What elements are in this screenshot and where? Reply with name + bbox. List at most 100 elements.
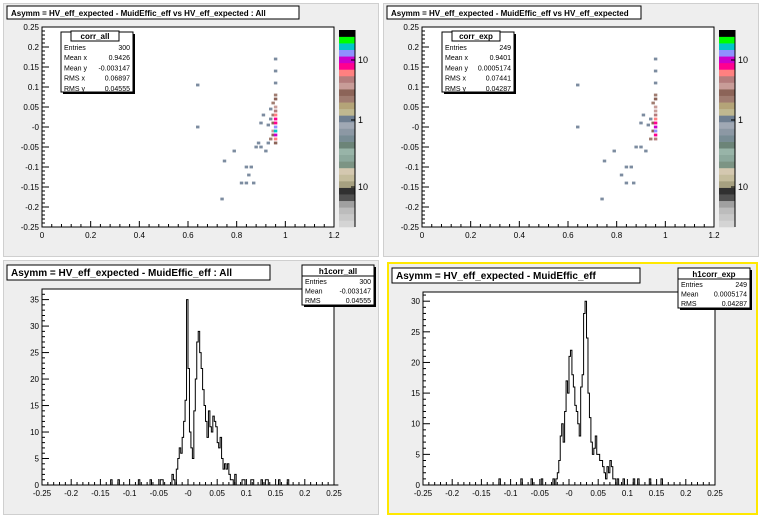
heatmap-cell [651, 121, 655, 125]
x-tick-label: 0.25 [707, 489, 723, 498]
x-tick-label: -0.05 [531, 489, 550, 498]
y-tick-label: 0.05 [23, 103, 39, 112]
x-tick-label: 0.1 [241, 489, 253, 498]
y-tick-label: 20 [411, 358, 420, 367]
palette-band [339, 141, 355, 149]
stats-value: 0.04555 [105, 86, 130, 93]
y-tick-label: 0.2 [28, 43, 40, 52]
pad-corr-exp[interactable]: Asymm = HV_eff_expected - MuidEffic_eff … [383, 3, 759, 257]
palette-band [339, 135, 355, 142]
heatmap-cell [247, 173, 251, 177]
stats-label: RMS [681, 301, 697, 308]
palette-band [719, 62, 735, 70]
stats-box: h1corr_all Entries 300 Mean -0.003147 RMS 0.04… [301, 264, 376, 307]
stats-label: Mean y [64, 65, 87, 72]
palette-band [719, 141, 735, 149]
palette-band [339, 95, 355, 103]
heatmap-cell [273, 117, 278, 121]
heatmap-cell [651, 101, 655, 105]
palette-band [339, 181, 355, 188]
x-tick-label: 0.8 [611, 231, 623, 240]
x-tick-label: 0.1 [622, 489, 634, 498]
stats-label: Entries [305, 279, 327, 286]
plot-title: Asymm = HV_eff_expected - MuidEffic_eff … [6, 264, 271, 281]
heatmap-cell [273, 69, 278, 73]
stats-value: 0.9426 [109, 55, 131, 62]
heatmap-cell [273, 105, 278, 109]
y-tick-label: 30 [30, 322, 39, 331]
histogram-series [423, 300, 714, 486]
stats-value: 0.0005174 [714, 292, 747, 299]
y-tick-label: 15 [411, 389, 420, 398]
palette-band [339, 128, 355, 136]
palette-label: 1 [738, 115, 743, 125]
heatmap-cell [576, 83, 580, 87]
heatmap-cell [639, 121, 643, 125]
y-tick-label: -0.15 [21, 183, 40, 192]
pad-h1corr-exp[interactable]: Asymm = HV_eff_expected - MuidEffic_eff -… [387, 262, 758, 515]
stats-value: 0.04287 [486, 86, 511, 93]
y-tick-label: 0.1 [28, 83, 40, 92]
heatmap-cell [646, 123, 651, 127]
x-tick-label: 0.4 [134, 231, 146, 240]
heatmap-cell [653, 137, 658, 141]
stats-title: h1corr_exp [692, 270, 735, 279]
stats-value: 0.0005174 [478, 65, 511, 72]
palette-band [339, 49, 355, 57]
x-tick-label: 1.2 [708, 231, 720, 240]
palette-band [719, 102, 735, 110]
palette-band [719, 49, 735, 57]
y-tick-label: 5 [35, 455, 40, 464]
y-tick-label: -0.05 [401, 143, 420, 152]
histogram-series [42, 299, 339, 486]
palette-band [719, 213, 735, 221]
y-tick-label: -0.1 [405, 163, 419, 172]
svg-text:Asymm = HV_eff_expected - Muid: Asymm = HV_eff_expected - MuidEffic_eff [396, 271, 596, 282]
stats-label: RMS x [445, 76, 467, 83]
palette-band [339, 174, 355, 182]
y-tick-label: 10 [411, 420, 420, 429]
x-tick-label: -0 [184, 489, 192, 498]
heatmap-cell [653, 57, 658, 61]
heatmap-cell [196, 125, 200, 129]
palette-band [339, 108, 355, 116]
plot-title: Asymm = HV_eff_expected - MuidEffic_eff … [386, 5, 642, 20]
palette-band [339, 207, 355, 215]
palette-band [719, 194, 735, 202]
palette-band [719, 30, 735, 37]
stats-title: corr_all [81, 32, 110, 41]
stats-value: 300 [118, 45, 130, 52]
palette-band [719, 115, 735, 123]
y-tick-label: 35 [30, 296, 39, 305]
heatmap-cell [576, 125, 580, 129]
stats-label: Entries [445, 45, 467, 52]
x-tick-label: -0.2 [64, 489, 78, 498]
heatmap-cell [653, 121, 658, 125]
stats-title: corr_exp [459, 32, 493, 41]
heatmap-cell [602, 159, 607, 163]
pad-corr-all[interactable]: Asymm = HV_eff_expected - MuidEffic_eff … [3, 3, 379, 257]
pad-h1corr-all[interactable]: Asymm = HV_eff_expected - MuidEffic_eff … [3, 260, 379, 515]
heatmap-cell [244, 165, 249, 169]
heatmap-cell [269, 117, 273, 121]
palette-band [339, 167, 355, 175]
stats-value: 0.07441 [486, 76, 511, 83]
heatmap-cell [271, 113, 275, 117]
heatmap-cell [653, 97, 658, 101]
heatmap-cell [273, 129, 278, 133]
stats-value: 0.04555 [346, 298, 371, 305]
y-tick-label: -0.05 [21, 143, 40, 152]
heatmap-cell [653, 81, 658, 85]
y-tick-label: 0.05 [403, 103, 419, 112]
heatmap-cell [259, 145, 263, 149]
y-tick-label: -0.15 [401, 183, 420, 192]
palette-band [719, 181, 735, 188]
stats-box: corr_all Entries 300 Mean x 0.9426 Mean y -0.0… [60, 30, 135, 94]
stats-label: Mean [681, 292, 699, 299]
heatmap-cell [653, 93, 658, 97]
palette-band [339, 75, 355, 83]
heatmap-cell [653, 133, 658, 137]
y-tick-label: 10 [30, 428, 39, 437]
heatmap-cell [649, 117, 653, 121]
heatmap-cell [271, 133, 275, 137]
